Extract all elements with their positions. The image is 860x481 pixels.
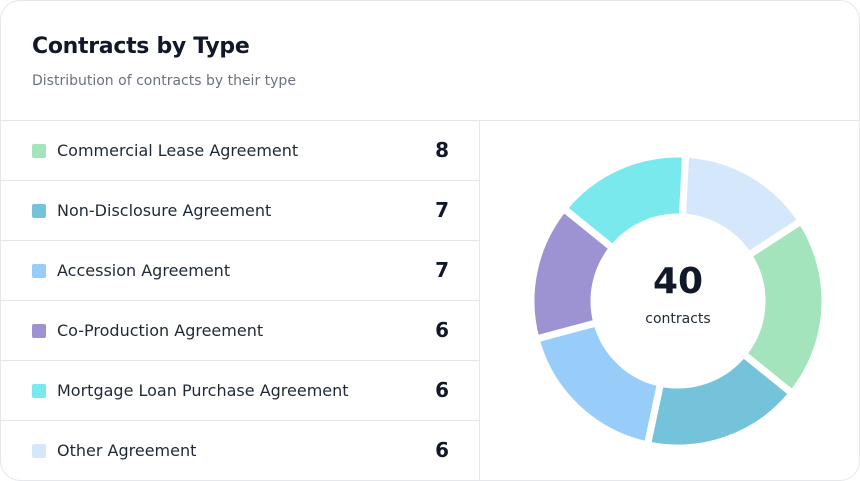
type-label: Non-Disclosure Agreement — [57, 201, 272, 220]
card-title: Contracts by Type — [32, 34, 250, 59]
legend-swatch — [32, 204, 46, 218]
list-row: Other Agreement 6 — [1, 421, 479, 480]
list-row: Accession Agreement 7 — [1, 241, 479, 301]
type-count: 7 — [435, 198, 449, 222]
legend-swatch — [32, 324, 46, 338]
type-count: 6 — [435, 318, 449, 342]
legend-swatch — [32, 264, 46, 278]
type-count: 7 — [435, 258, 449, 282]
legend-swatch — [32, 144, 46, 158]
segments — [527, 150, 829, 452]
type-label: Accession Agreement — [57, 261, 231, 280]
list-row: Non-Disclosure Agreement 7 — [1, 181, 479, 241]
type-label: Commercial Lease Agreement — [57, 141, 299, 160]
type-count: 6 — [435, 378, 449, 402]
donut-chart: 40 contracts — [527, 150, 829, 452]
type-count: 8 — [435, 138, 449, 162]
legend-swatch — [32, 444, 46, 458]
type-list: Commercial Lease Agreement 8 Non-Disclosur… — [1, 121, 480, 480]
donut-segment — [678, 150, 805, 259]
type-label: Co-Production Agreement — [57, 321, 264, 340]
type-label: Other Agreement — [57, 441, 197, 460]
card-subtitle: Distribution of contracts by their type — [32, 73, 296, 89]
list-row: Co-Production Agreement 6 — [1, 301, 479, 361]
type-label: Mortgage Loan Purchase Agreement — [57, 381, 349, 400]
list-row: Commercial Lease Agreement 8 — [1, 121, 479, 181]
legend-swatch — [32, 384, 46, 398]
type-count: 6 — [435, 438, 449, 462]
total-label: contracts — [645, 311, 710, 327]
total-value: 40 — [653, 261, 703, 302]
donut-segment — [532, 319, 665, 449]
card-header: Contracts by Type Distribution of contra… — [1, 1, 859, 121]
donut-segment — [739, 217, 829, 398]
list-row: Mortgage Loan Purchase Agreement 6 — [1, 361, 479, 421]
